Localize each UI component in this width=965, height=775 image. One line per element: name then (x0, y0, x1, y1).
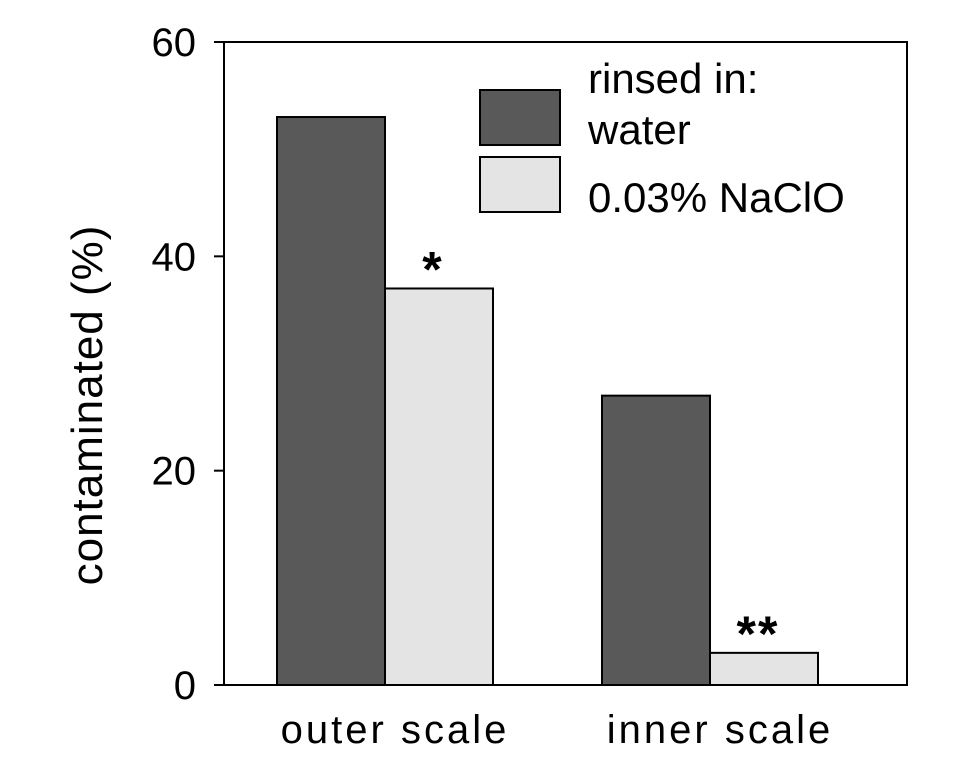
significance-annotation: * (422, 241, 443, 297)
bar-outer-scale-0-03-naclo (384, 287, 494, 686)
legend-swatch-0-03-naclo (479, 156, 561, 213)
bars (276, 116, 819, 687)
y-tick-label: 0 (174, 664, 196, 708)
y-tick-label: 20 (152, 450, 197, 494)
y-axis: 0 20 40 60 (152, 21, 224, 708)
bar-inner-scale-water (601, 394, 711, 686)
y-axis-title: contaminated (%) (63, 225, 112, 586)
x-axis: outer scale inner scale (281, 708, 833, 752)
legend-swatch-water (479, 89, 561, 146)
y-tick-label: 40 (152, 235, 197, 279)
bar-outer-scale-water (276, 116, 386, 687)
x-category-label: outer scale (281, 708, 510, 752)
legend: rinsed in: water 0.03% NaClO (479, 55, 845, 221)
bar-inner-scale-0-03-naclo (709, 651, 819, 686)
x-category-label: inner scale (607, 708, 833, 752)
annotations: *** (422, 241, 780, 662)
significance-annotation: ** (737, 606, 780, 662)
y-tick-label: 60 (152, 21, 197, 65)
plot-frame (223, 41, 908, 686)
legend-label-water: water (587, 106, 691, 153)
legend-title: rinsed in: (588, 55, 758, 102)
legend-label-0-03-naclo: 0.03% NaClO (588, 174, 845, 221)
